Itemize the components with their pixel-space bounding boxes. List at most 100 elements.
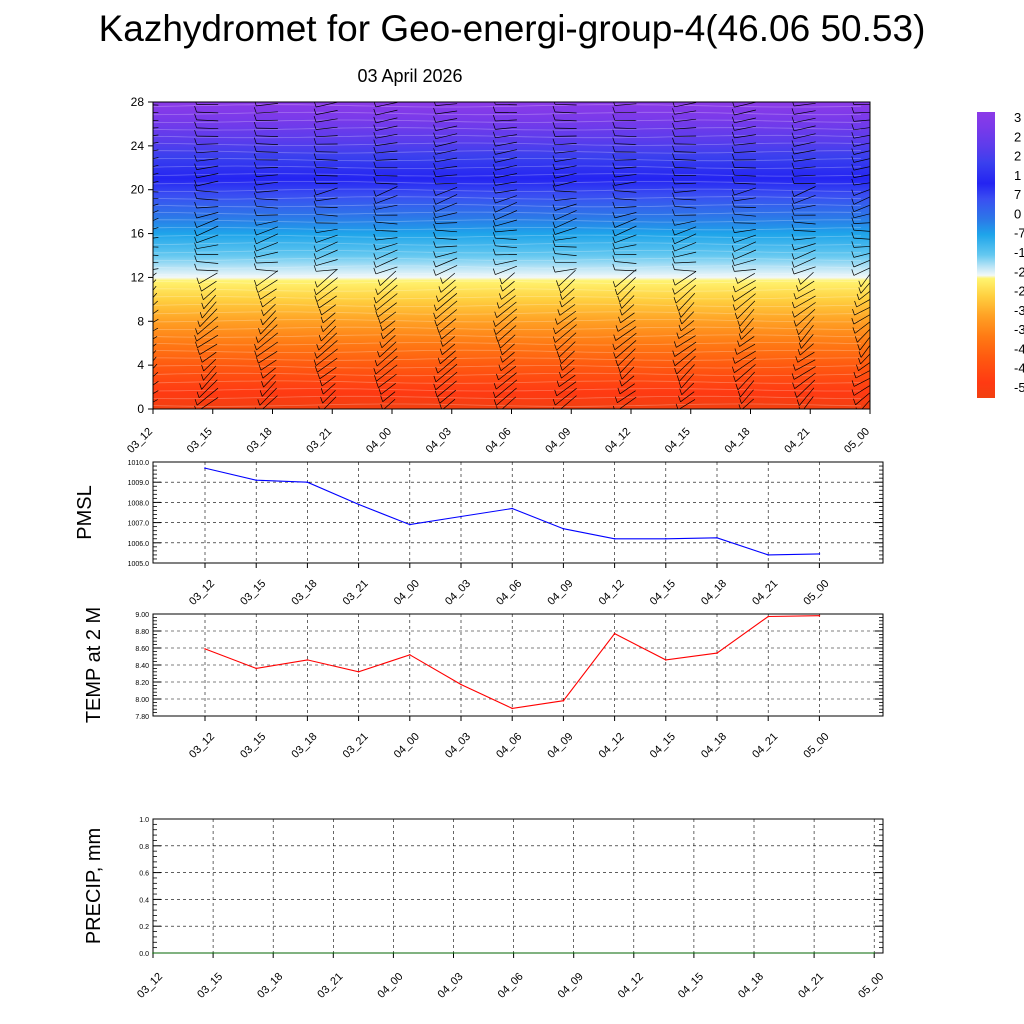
wind-barb [619, 383, 635, 395]
wind-barb-flag [556, 380, 560, 387]
wind-barb-flag [373, 132, 377, 139]
colorbar-label: 0 [1014, 206, 1021, 221]
section-overlay [135, 102, 870, 409]
wind-barb-flag [313, 253, 317, 260]
wind-barb-flag [194, 201, 197, 209]
wind-barb [736, 300, 756, 320]
wind-barb-flag [851, 115, 855, 122]
wind-barb [153, 157, 159, 160]
wind-barb-flag [793, 320, 797, 327]
wind-barb-flag [791, 197, 795, 204]
wind-barb-flag [731, 366, 735, 373]
wind-barb-flag [373, 108, 377, 116]
wind-barb-flag [552, 179, 556, 187]
wind-barb [201, 301, 217, 319]
wind-barb-flag [433, 148, 436, 155]
wind-barb-flag [792, 364, 796, 371]
wind-barb-flag [791, 311, 795, 318]
wind-barb [736, 343, 756, 355]
wind-barb-flag [139, 341, 141, 347]
wind-barb-flag [135, 131, 137, 137]
temp-2m-data-point [613, 632, 616, 635]
wind-barb-flag [313, 200, 317, 208]
x-tick-label: 03_15 [238, 578, 268, 608]
wind-barb [316, 269, 338, 288]
wind-barb-flag [619, 309, 623, 316]
wind-barb [860, 273, 870, 288]
x-tick-label: 04_03 [443, 731, 473, 761]
wind-barb-flag [373, 102, 377, 108]
wind-barb-flag [552, 228, 556, 235]
pmsl-frame [152, 461, 884, 564]
wind-barb-flag [196, 391, 200, 398]
wind-barb [153, 246, 159, 248]
wind-barb-flag [672, 359, 676, 366]
wind-barb-flag [319, 308, 322, 316]
wind-barb-flag [492, 225, 496, 233]
wind-barb [196, 206, 219, 209]
wind-barb [322, 390, 336, 404]
wind-barb-flag [373, 233, 377, 241]
wind-barb-flag [492, 206, 496, 213]
x-tick-label: 04_00 [375, 971, 405, 1001]
wind-barb [316, 110, 338, 115]
wind-barb [793, 221, 816, 225]
section-field [153, 102, 870, 409]
wind-barb [316, 259, 338, 266]
y-tick-label: 16 [131, 227, 145, 241]
wind-barb [256, 135, 278, 137]
wind-barb-flag [851, 269, 855, 276]
wind-barb-flag [672, 237, 675, 244]
wind-barb [734, 259, 756, 266]
wind-barb [375, 257, 398, 268]
wind-barb-flag [495, 335, 499, 342]
wind-barb-flag [791, 132, 795, 139]
wind-barb-flag [791, 243, 795, 251]
wind-barb [495, 103, 517, 106]
wind-barb [442, 398, 456, 409]
wind-barb [153, 127, 159, 129]
wind-barb [375, 117, 398, 124]
wind-barb-flag [612, 229, 616, 237]
wind-barb-flag [492, 156, 496, 163]
wind-barb [795, 288, 816, 300]
colorbar-label: 3 [1014, 110, 1021, 125]
wind-barb [853, 252, 870, 258]
wind-barb-flag [497, 341, 501, 349]
wind-barb [256, 174, 278, 177]
temp-2m-data-point [255, 667, 257, 670]
wind-barb-flag [316, 301, 320, 309]
wind-barb-flag [253, 209, 257, 216]
wind-barb-flag [853, 398, 856, 405]
wind-barb-flag [253, 107, 257, 114]
y-tick-label: 7.80 [135, 714, 149, 721]
wind-barb-flag [197, 320, 201, 327]
wind-barb-flag [612, 221, 616, 228]
wind-barb-flag [199, 285, 202, 292]
wind-barb [441, 327, 456, 340]
wind-barb-flag [552, 138, 556, 145]
wind-barb [495, 149, 517, 155]
wind-barb [322, 319, 336, 332]
wind-barb [501, 288, 516, 300]
wind-barb-flag [313, 359, 317, 366]
wind-barb-flag [498, 364, 502, 371]
x-tick-label: 04_00 [392, 731, 422, 761]
wind-barb [316, 228, 338, 234]
wind-barb [495, 254, 517, 256]
wind-barb [734, 357, 757, 373]
wind-barb [321, 375, 336, 387]
wind-barb-flag [735, 277, 738, 284]
wind-barb-flag [314, 281, 318, 288]
wind-barb [502, 351, 515, 363]
wind-barb-flag [858, 357, 861, 365]
wind-barb [501, 343, 515, 356]
wind-barb-flag [556, 280, 559, 287]
wind-barb-flag [552, 398, 556, 406]
wind-barb-flag [313, 245, 317, 252]
pmsl-data-point [511, 507, 513, 510]
wind-barb-flag [373, 146, 377, 154]
wind-barb [435, 149, 458, 155]
wind-barb [153, 149, 159, 152]
wind-barb-flag [313, 194, 317, 202]
